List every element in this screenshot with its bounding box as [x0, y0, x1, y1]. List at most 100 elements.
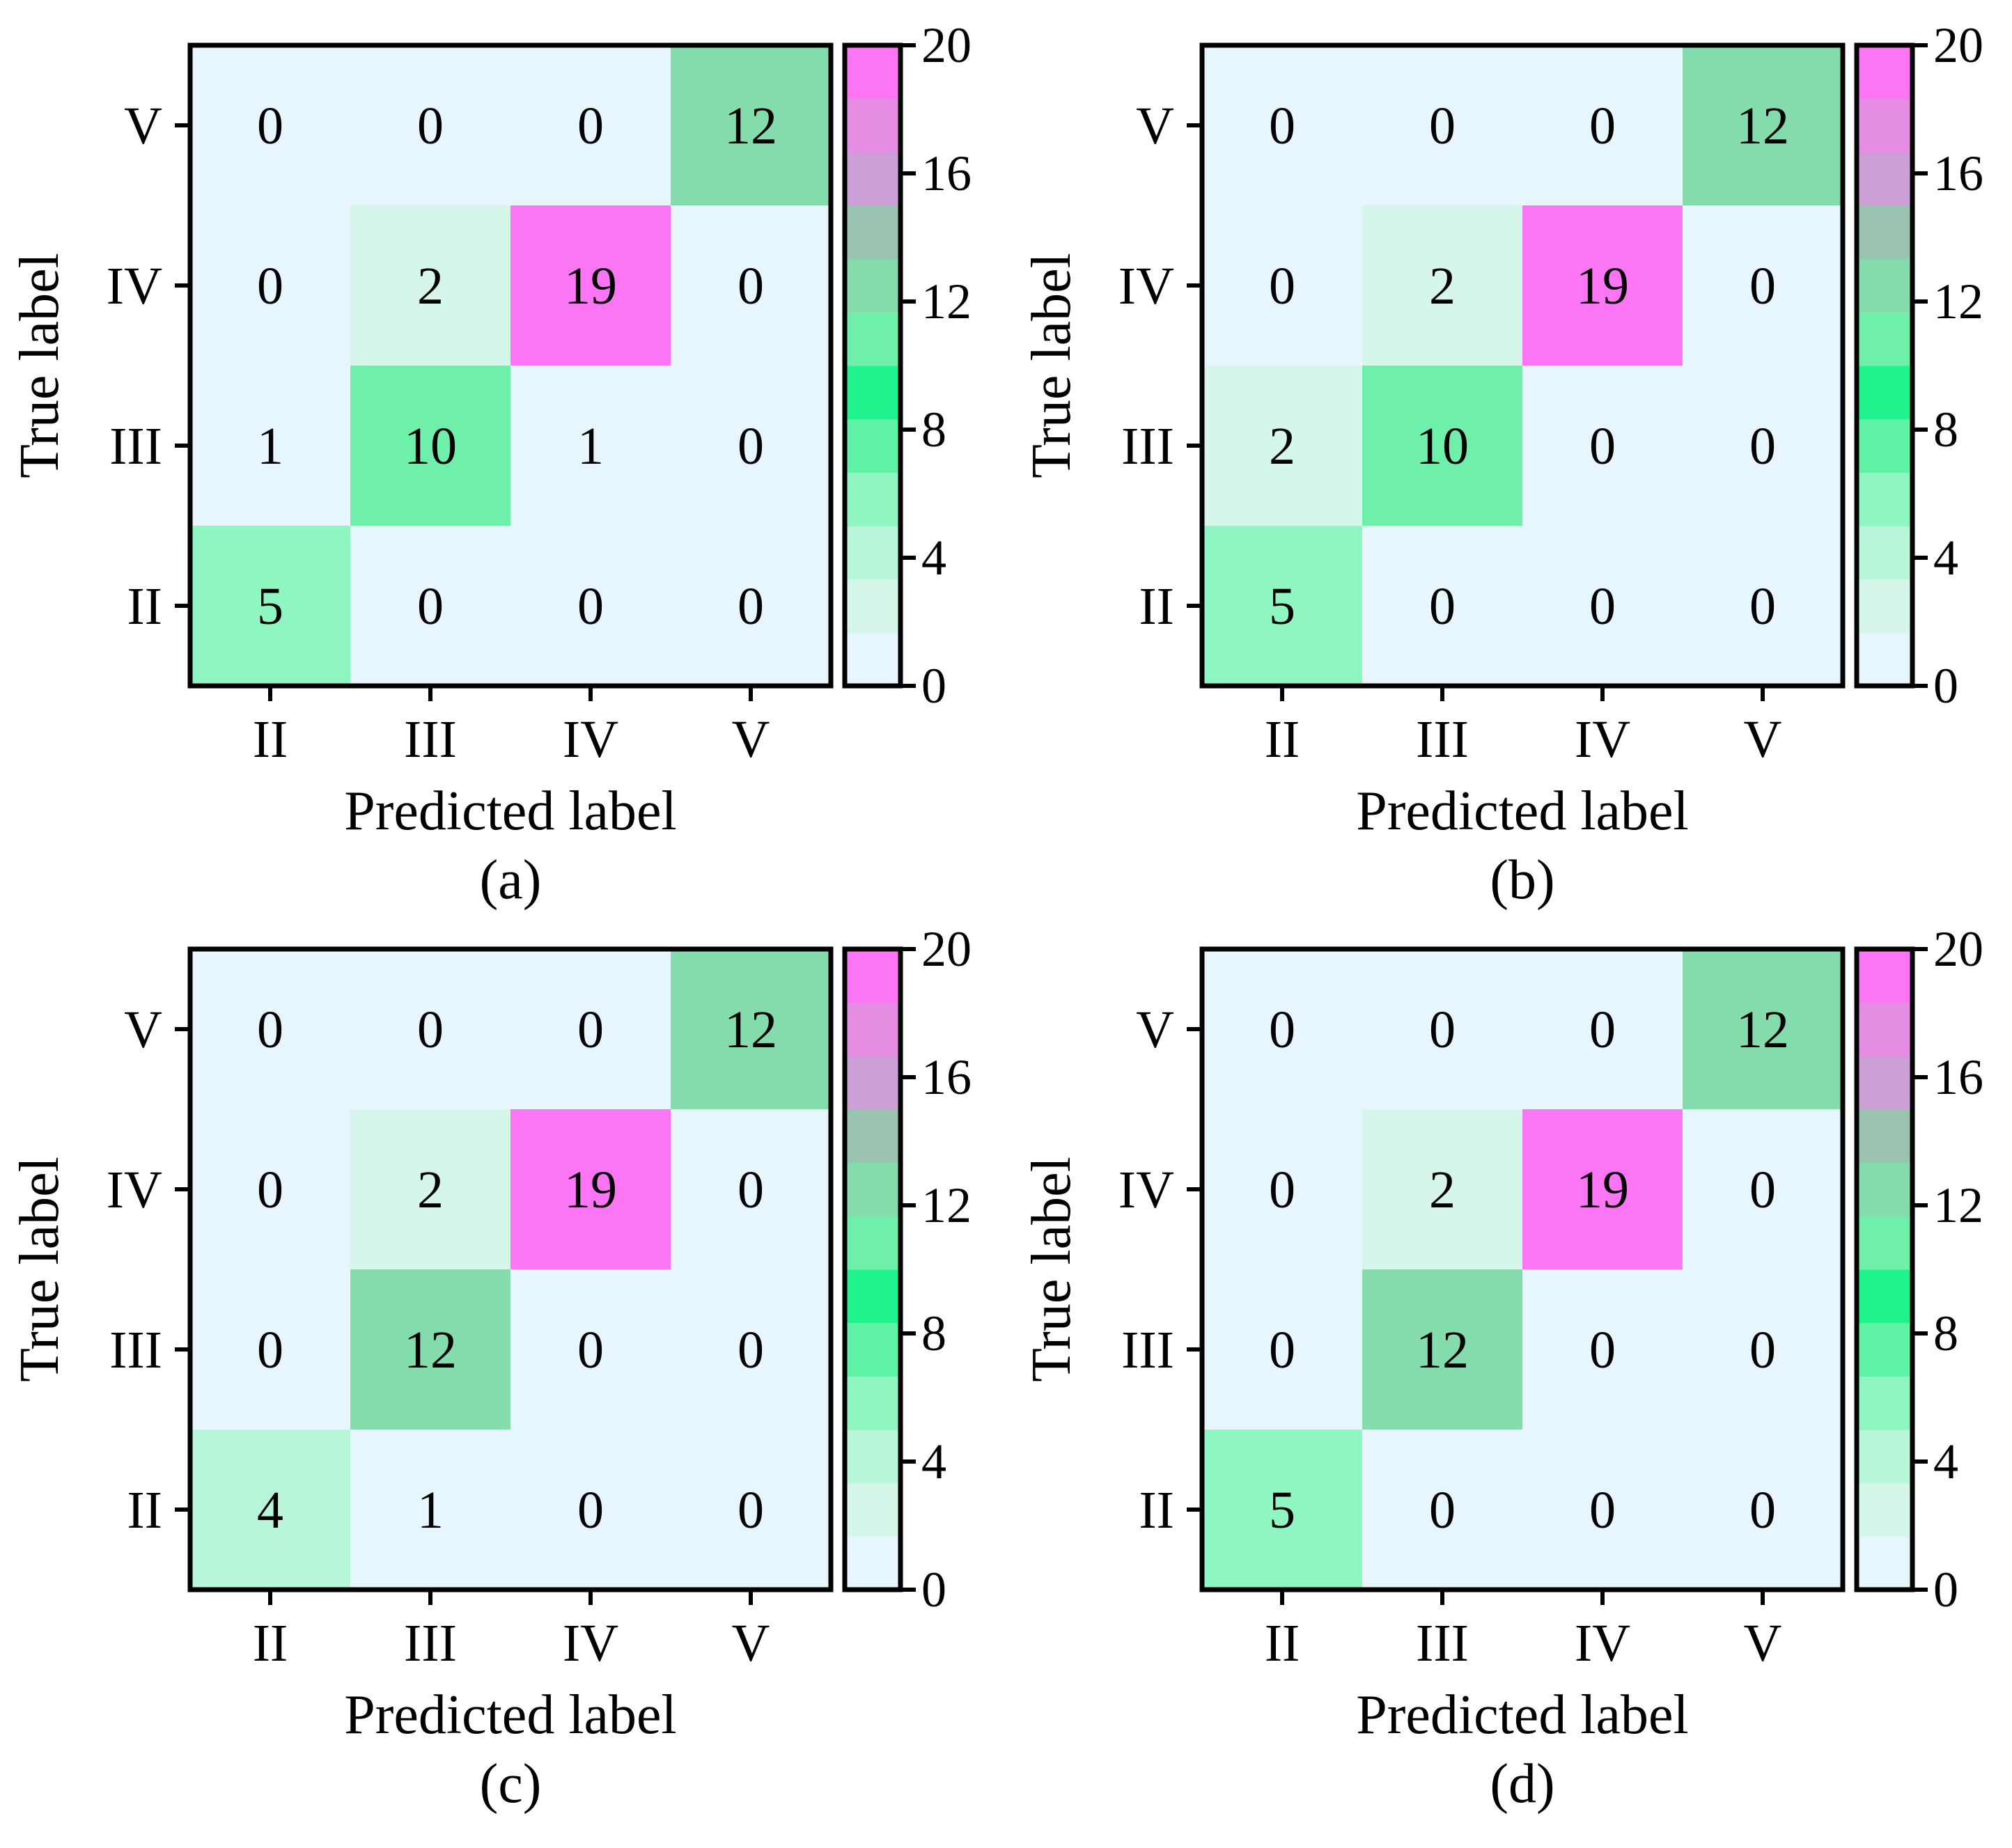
y-tick-label: II	[1139, 1481, 1174, 1540]
cell-value: 19	[1576, 1161, 1629, 1219]
matrix-cell	[510, 1430, 671, 1590]
matrix-cell	[671, 205, 831, 366]
colorbar-segment	[1857, 1269, 1912, 1324]
y-tick-label: III	[1121, 417, 1174, 476]
colorbar-tick-label: 0	[921, 658, 946, 714]
matrix-cell	[1362, 949, 1522, 1109]
y-tick-label: V	[124, 97, 162, 155]
x-axis-label: Predicted label	[344, 1684, 677, 1746]
colorbar-segment	[1857, 949, 1912, 1003]
colorbar-tick-label: 20	[1933, 921, 1983, 977]
colorbar-tick-label: 0	[1933, 658, 1958, 714]
matrix-cell	[1522, 45, 1683, 205]
cell-value: 2	[1429, 1161, 1456, 1219]
matrix-cell	[1362, 1109, 1522, 1269]
matrix-cell	[1202, 45, 1362, 205]
cell-value: 10	[404, 417, 457, 476]
colorbar-tick-label: 4	[1933, 530, 1958, 586]
colorbar-segment	[1857, 472, 1912, 526]
x-tick-label: V	[1744, 710, 1782, 769]
colorbar-tick-label: 8	[1933, 402, 1958, 457]
matrix-cell	[1522, 526, 1683, 686]
cell-value: 12	[1736, 97, 1789, 155]
y-tick-label: V	[124, 1001, 162, 1059]
colorbar-segment	[1857, 45, 1912, 100]
matrix-cell	[1683, 1109, 1843, 1269]
matrix-cell	[1202, 205, 1362, 366]
matrix-cell	[1683, 949, 1843, 1109]
colorbar-segment	[1857, 152, 1912, 206]
matrix-cell	[1202, 366, 1362, 526]
colorbar-segment	[845, 1002, 900, 1056]
colorbar-segment	[1857, 579, 1912, 633]
matrix-cell	[671, 1430, 831, 1590]
y-tick-label: IV	[1118, 257, 1174, 315]
y-tick-label: II	[1139, 577, 1174, 636]
colorbar-tick-label: 8	[1933, 1306, 1958, 1361]
cell-value: 0	[1269, 1001, 1295, 1059]
cell-value: 0	[417, 1001, 444, 1059]
matrix-cell	[350, 1269, 510, 1430]
colorbar-tick-label: 12	[921, 1177, 972, 1233]
colorbar-segment	[845, 1536, 900, 1590]
colorbar-tick-label: 16	[1933, 1049, 1983, 1105]
colorbar-segment	[845, 418, 900, 473]
matrix-cell	[350, 526, 510, 686]
matrix-cell	[671, 1109, 831, 1269]
cell-value: 0	[1269, 1321, 1295, 1379]
colorbar-segment	[845, 1430, 900, 1484]
panel-caption: (b)	[1490, 849, 1554, 911]
matrix-cell	[1362, 205, 1522, 366]
y-tick-label: II	[127, 577, 162, 636]
colorbar-segment	[845, 1216, 900, 1270]
x-tick-label: IV	[563, 710, 618, 769]
cell-value: 0	[738, 257, 764, 315]
colorbar-segment	[845, 632, 900, 687]
colorbar-segment	[845, 1056, 900, 1110]
x-tick-label: V	[732, 710, 770, 769]
y-tick-label: IV	[1118, 1161, 1174, 1219]
colorbar-segment	[845, 1482, 900, 1537]
matrix-cell	[1522, 1269, 1683, 1430]
matrix-cell	[1683, 1269, 1843, 1430]
colorbar-segment	[1857, 1536, 1912, 1590]
cell-value: 0	[1749, 1321, 1776, 1379]
x-tick-label: III	[1416, 710, 1469, 769]
colorbar-frame	[1854, 946, 1915, 1592]
x-tick-label: IV	[1575, 710, 1630, 769]
matrix-cell	[1362, 1269, 1522, 1430]
matrix-cell	[671, 949, 831, 1109]
x-axis-label: Predicted label	[344, 781, 677, 842]
matrix-cell	[1683, 1430, 1843, 1590]
colorbar-segment	[845, 258, 900, 313]
colorbar-tick-label: 4	[1933, 1434, 1958, 1489]
cell-value: 0	[1589, 1321, 1616, 1379]
colorbar-segment	[845, 205, 900, 260]
colorbar-tick-label: 20	[1933, 17, 1983, 73]
colorbar-segment	[845, 312, 900, 366]
y-axis-label: True label	[1021, 1157, 1082, 1382]
cell-value: 5	[1269, 577, 1295, 636]
matrix-cell	[350, 205, 510, 366]
cell-value: 0	[738, 417, 764, 476]
matrix-cell	[1362, 1430, 1522, 1590]
cell-value: 1	[577, 417, 604, 476]
cell-value: 0	[257, 1001, 283, 1059]
cell-value: 0	[1589, 97, 1616, 155]
confusion-matrix-panel-d: 0 0 0 120 2 19 00 12 0 05 0 0 0II III IV VVIVIIIIIPredi…	[1021, 921, 1983, 1815]
matrix-cell	[190, 949, 350, 1109]
colorbar-segment	[845, 1109, 900, 1164]
colorbar-tick-label: 0	[1933, 1562, 1958, 1618]
cell-value: 0	[738, 1481, 764, 1540]
colorbar-segment	[1857, 418, 1912, 473]
cell-value: 0	[1429, 1001, 1456, 1059]
colorbar-segment	[845, 579, 900, 633]
matrix-frame	[1199, 42, 1846, 689]
cell-value: 12	[724, 1001, 777, 1059]
cell-value: 12	[1416, 1321, 1469, 1379]
cell-value: 0	[1429, 1481, 1456, 1540]
matrix-cell	[510, 45, 671, 205]
matrix-cell	[350, 1109, 510, 1269]
matrix-cell	[350, 1430, 510, 1590]
